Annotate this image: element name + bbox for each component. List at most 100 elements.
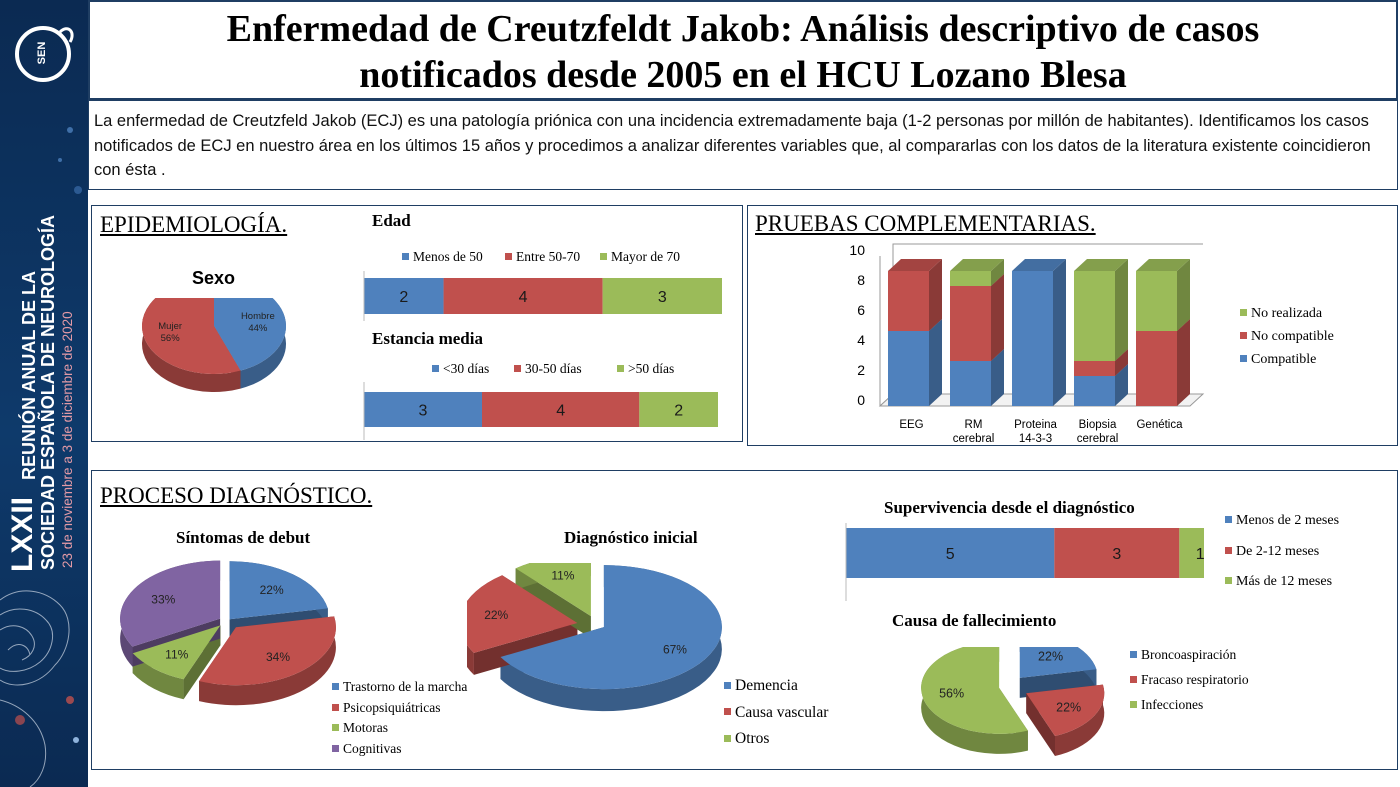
y-tick-label: 10 [849,242,865,258]
x-tick-label: RM [965,419,983,431]
legend-label: Broncoaspiración [1141,647,1237,662]
legend-label: Demencia [735,677,798,694]
diagnosis-panel: PROCESO DIAGNÓSTICO. Síntomas de debut 2… [91,470,1398,770]
bar-top [1136,259,1190,271]
x-tick-label: Proteina [1014,419,1057,431]
bar-side [1115,349,1128,376]
legend-label: Causa vascular [735,703,829,721]
pie-slice [500,565,722,690]
legend-entry: Motoras [332,720,388,736]
bar-side [929,319,942,406]
legend-entry: Psicopsiquiátricas [332,700,441,716]
pie-data-label: 22% [484,608,508,622]
bar-front [1074,361,1115,376]
data-label: 3 [658,289,667,306]
bar-segment [950,274,1004,361]
bar-side [929,259,942,331]
legend-entry: Menos de 50 [402,249,483,265]
legend-swatch [1130,701,1137,709]
title-line-2: notificados desde 2005 en el HCU Lozano … [359,54,1127,96]
legend-label: Entre 50-70 [516,249,581,264]
sintomas-legend: Trastorno de la marcha Psicopsiquiátricas… [332,679,532,765]
diag-inicial-pie-chart: 67% 22% 11% [467,563,722,712]
supervivencia-legend: Menos de 2 meses De 2-12 meses Más de 12 m… [1225,513,1385,593]
pie-slice-rim [234,298,286,389]
legend-entry: Mayor de 70 [600,249,680,265]
data-label: 1 [1196,546,1204,563]
x-tick-label: Biopsia [1079,419,1117,431]
y-tick-label: 4 [857,332,865,348]
legend-swatch [724,708,731,716]
legend-label: Otros [735,730,770,747]
legend-label: Compatible [1251,352,1317,367]
bar-front [950,286,991,361]
data-label: 2 [674,402,683,419]
legend-swatch [1130,651,1137,659]
y-tick-label: 0 [857,392,865,408]
bar-segment [1074,259,1128,361]
legend-label: Trastorno de la marcha [343,679,468,694]
estancia-chart-title: Estancia media [372,329,483,348]
event-name-line2: SOCIEDAD ESPAÑOLA DE NEUROLOGÍA [38,214,58,570]
legend-label: Menos de 2 meses [1236,513,1340,528]
legend-swatch [514,365,521,373]
x-tick-label: EEG [899,419,923,431]
bar-segment [1136,319,1190,406]
sexo-chart-title: Sexo [192,268,236,288]
pie-slice-rim [132,653,184,700]
pruebas-3d-bar-chart: 0 2 4 6 8 10 EEG RM cerebral Proteina 14-3-3 Biopsi… [849,242,1205,445]
sen-logo [15,26,74,82]
legend-label: No realizada [1251,306,1323,321]
x-tick-label: 14-3-3 [1019,433,1052,445]
fallecimiento-legend: Broncoaspiración Fracaso respiratorio Infe… [1130,647,1320,717]
legend-entry: Infecciones [1130,697,1203,713]
legend-label: Infecciones [1141,697,1204,712]
pie-data-label: 22% [1056,700,1081,714]
data-label: 3 [1112,546,1121,563]
pie-category-label: Hombre [241,311,275,322]
edad-legend: Menos de 50 Entre 50-70 Mayor de 70 [402,249,762,269]
bar-segment [482,392,640,427]
bar-side [1115,364,1128,406]
bar-segment [888,319,942,406]
legend-entry: Menos de 2 meses [1225,513,1339,529]
bar-top [1074,259,1128,271]
pruebas-legend: No realizada No compatible Compatible [1240,306,1390,376]
pie-slice [199,616,336,686]
legend-entry: Demencia [724,677,798,695]
bar-front [888,271,929,331]
bar-front [1136,271,1177,331]
bar-side [1177,259,1190,331]
pie-slice-wall [473,623,578,675]
bar-segment [443,278,603,314]
bar-top [1012,259,1066,271]
legend-entry: Broncoaspiración [1130,647,1236,663]
legend-label: Fracaso respiratorio [1141,672,1249,687]
legend-swatch [332,703,339,711]
x-tick-label: Genética [1136,419,1183,431]
pie-slice-wall [1026,693,1055,757]
legend-swatch [1240,309,1247,317]
pie-slice [142,298,241,374]
legend-label: Mayor de 70 [611,249,680,264]
event-name-line1: REUNIÓN ANUAL DE LA [19,270,39,480]
fallecimiento-pie-chart: 22% 22% 56% [921,647,1105,757]
legend-entry: Cognitivas [332,741,402,757]
bar-side [991,259,1004,286]
bar-segment [1136,259,1190,331]
legend-label: >50 días [628,361,675,376]
legend-swatch [724,681,731,689]
bar-front [888,331,929,406]
pie-data-label: 67% [663,642,687,656]
y-tick-label: 6 [857,302,865,318]
legend-swatch [1130,676,1137,684]
legend-entry: Compatible [1240,352,1316,368]
title-panel: Enfermedad de Creutzfeldt Jakob: Análisi… [88,0,1398,100]
supervivencia-bar-chart: 5 3 1 [845,523,1204,601]
data-label: 4 [556,402,565,419]
bar-front [1136,331,1177,406]
bar-front [950,361,991,406]
pie-slice [921,647,1028,734]
pie-slice [1026,684,1105,737]
